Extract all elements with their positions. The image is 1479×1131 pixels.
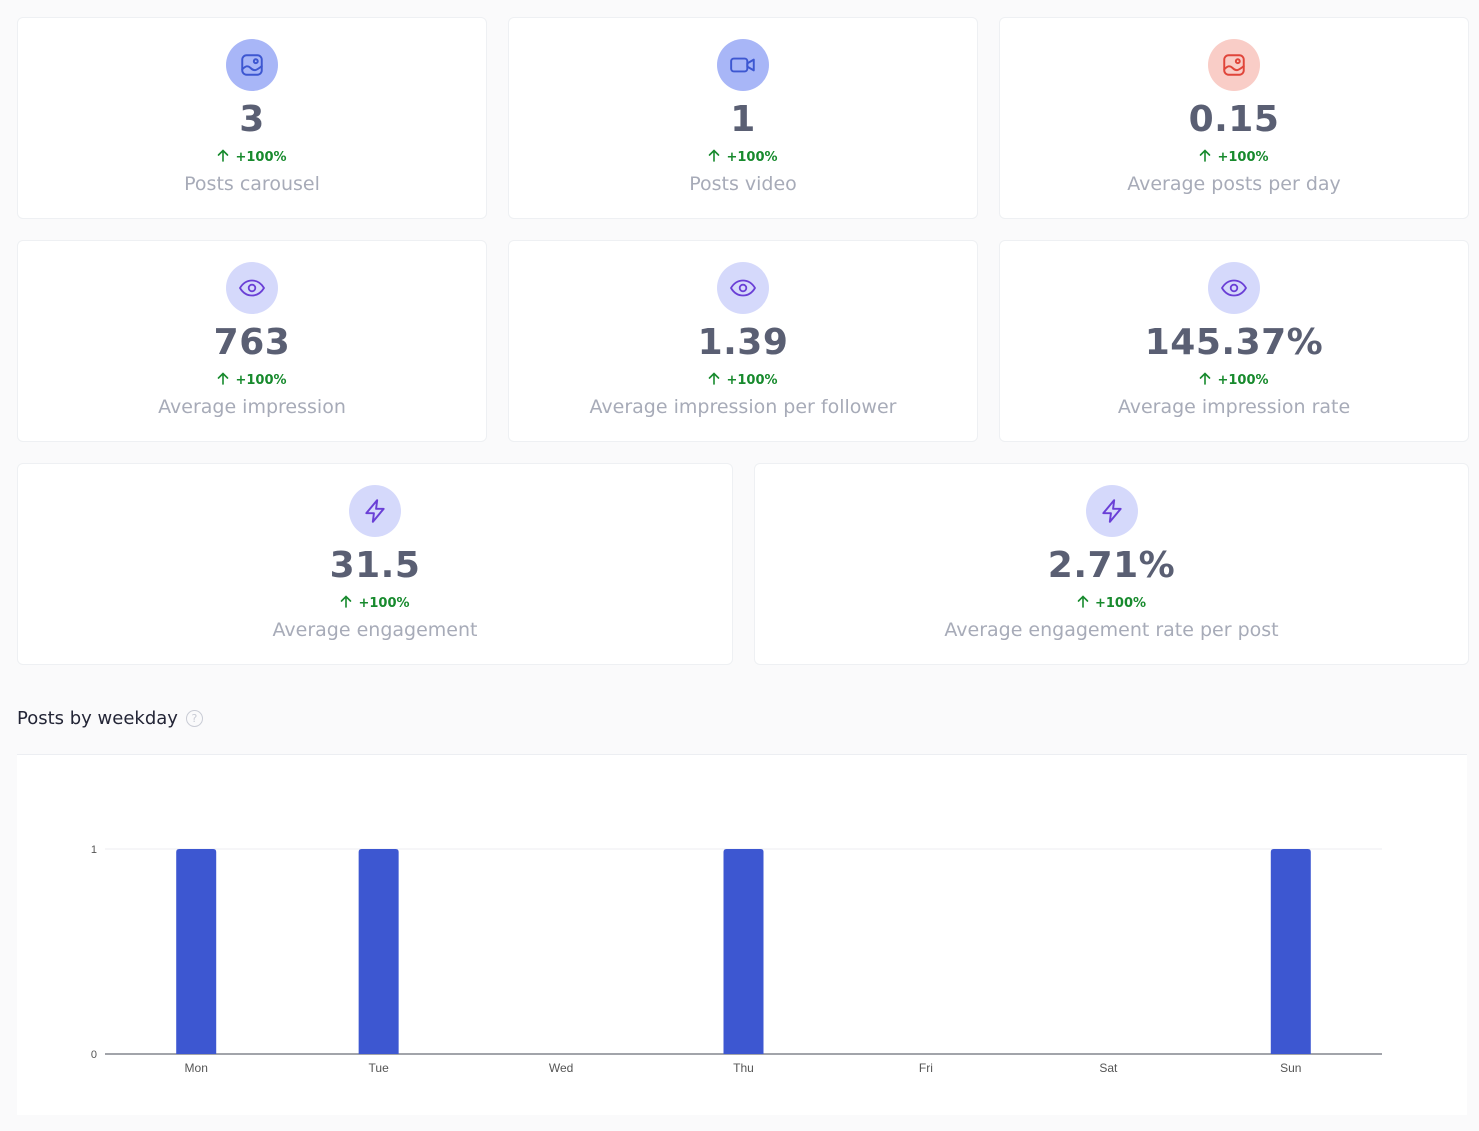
metric-card-average-impression: 763 +100% Average impression (17, 240, 487, 442)
change-percent: +100% (726, 150, 778, 165)
bar-sun[interactable] (1270, 849, 1311, 1054)
change-percent: +100% (726, 373, 778, 388)
y-tick-label: 1 (91, 844, 97, 856)
metric-value: 1 (730, 99, 756, 140)
section-title-text: Posts by weekday (17, 708, 178, 729)
metric-change: +100% (509, 372, 977, 390)
y-tick-label: 0 (91, 1049, 97, 1061)
metric-card-average-impression-rate: 145.37% +100% Average impression rate (999, 240, 1469, 442)
divider (17, 754, 1467, 755)
video-camera-icon (717, 39, 769, 91)
metric-card-posts-video: 1 +100% Posts video (508, 17, 978, 219)
lightning-icon (1085, 485, 1138, 537)
metric-label: Posts video (689, 173, 797, 195)
metric-value: 145.37% (1144, 322, 1324, 363)
metric-label: Average impression (158, 396, 346, 418)
metric-label: Average engagement rate per post (944, 619, 1279, 641)
x-tick-label: Wed (549, 1061, 573, 1075)
image-icon (226, 39, 278, 91)
metric-card-average-impression-per-follower: 1.39 +100% Average impression per follow… (508, 240, 978, 442)
x-tick-label: Tue (369, 1061, 390, 1075)
change-percent: +100% (1217, 150, 1269, 165)
eye-icon (1208, 262, 1260, 314)
metric-value: 31.5 (329, 545, 421, 586)
metric-change: +100% (509, 149, 977, 167)
metric-label: Average impression per follower (589, 396, 897, 418)
bar-tue[interactable] (358, 849, 399, 1054)
metric-change: +100% (18, 372, 486, 390)
arrow-up-icon (217, 149, 229, 167)
arrow-up-icon (1199, 149, 1211, 167)
metric-card-average-engagement-rate-per-post: 2.71% +100% Average engagement rate per … (754, 463, 1469, 665)
metric-value: 2.71% (1047, 545, 1176, 586)
x-tick-label: Sun (1280, 1061, 1301, 1075)
arrow-up-icon (1199, 372, 1211, 390)
arrow-up-icon (708, 372, 720, 390)
metric-label: Posts carousel (184, 173, 320, 195)
eye-icon (226, 262, 278, 314)
metric-card-average-engagement: 31.5 +100% Average engagement (17, 463, 733, 665)
x-tick-label: Sat (1099, 1061, 1118, 1075)
metric-card-average-posts-per-day: 0.15 +100% Average posts per day (999, 17, 1469, 219)
question-circle-icon[interactable]: ? (185, 710, 203, 727)
metric-card-posts-carousel: 3 +100% Posts carousel (17, 17, 487, 219)
metric-change: +100% (18, 595, 732, 613)
arrow-up-icon (708, 149, 720, 167)
metric-change: +100% (18, 149, 486, 167)
change-percent: +100% (235, 373, 287, 388)
change-percent: +100% (1217, 373, 1269, 388)
metric-value: 763 (213, 322, 291, 363)
metric-change: +100% (755, 595, 1468, 613)
x-tick-label: Thu (733, 1061, 754, 1075)
eye-icon (717, 262, 769, 314)
change-percent: +100% (358, 596, 410, 611)
x-tick-label: Mon (185, 1061, 208, 1075)
image-icon (1208, 39, 1260, 91)
metric-value: 1.39 (697, 322, 789, 363)
bar-chart-svg: 0 1 Mon Tue Wed Thu Fri Sat Sun (91, 844, 1382, 1075)
arrow-up-icon (217, 372, 229, 390)
change-percent: +100% (235, 150, 287, 165)
metric-value: 3 (239, 99, 265, 140)
metric-label: Average impression rate (1117, 396, 1351, 418)
x-tick-label: Fri (919, 1061, 933, 1075)
arrow-up-icon (340, 595, 352, 613)
metric-label: Average engagement (272, 619, 478, 641)
lightning-icon (349, 485, 401, 537)
metric-change: +100% (1000, 372, 1468, 390)
change-percent: +100% (1094, 596, 1147, 611)
bar-mon[interactable] (176, 849, 217, 1054)
bar-thu[interactable] (723, 849, 764, 1054)
section-title: Posts by weekday ? (17, 708, 203, 729)
metric-label: Average posts per day (1127, 173, 1341, 195)
posts-by-weekday-chart: 0 1 Mon Tue Wed Thu Fri Sat Sun (17, 755, 1467, 1119)
metric-change: +100% (1000, 149, 1468, 167)
arrow-up-icon (1077, 595, 1089, 613)
metric-value: 0.15 (1188, 99, 1280, 140)
posts-by-weekday-chart-panel: 0 1 Mon Tue Wed Thu Fri Sat Sun (17, 755, 1467, 1115)
